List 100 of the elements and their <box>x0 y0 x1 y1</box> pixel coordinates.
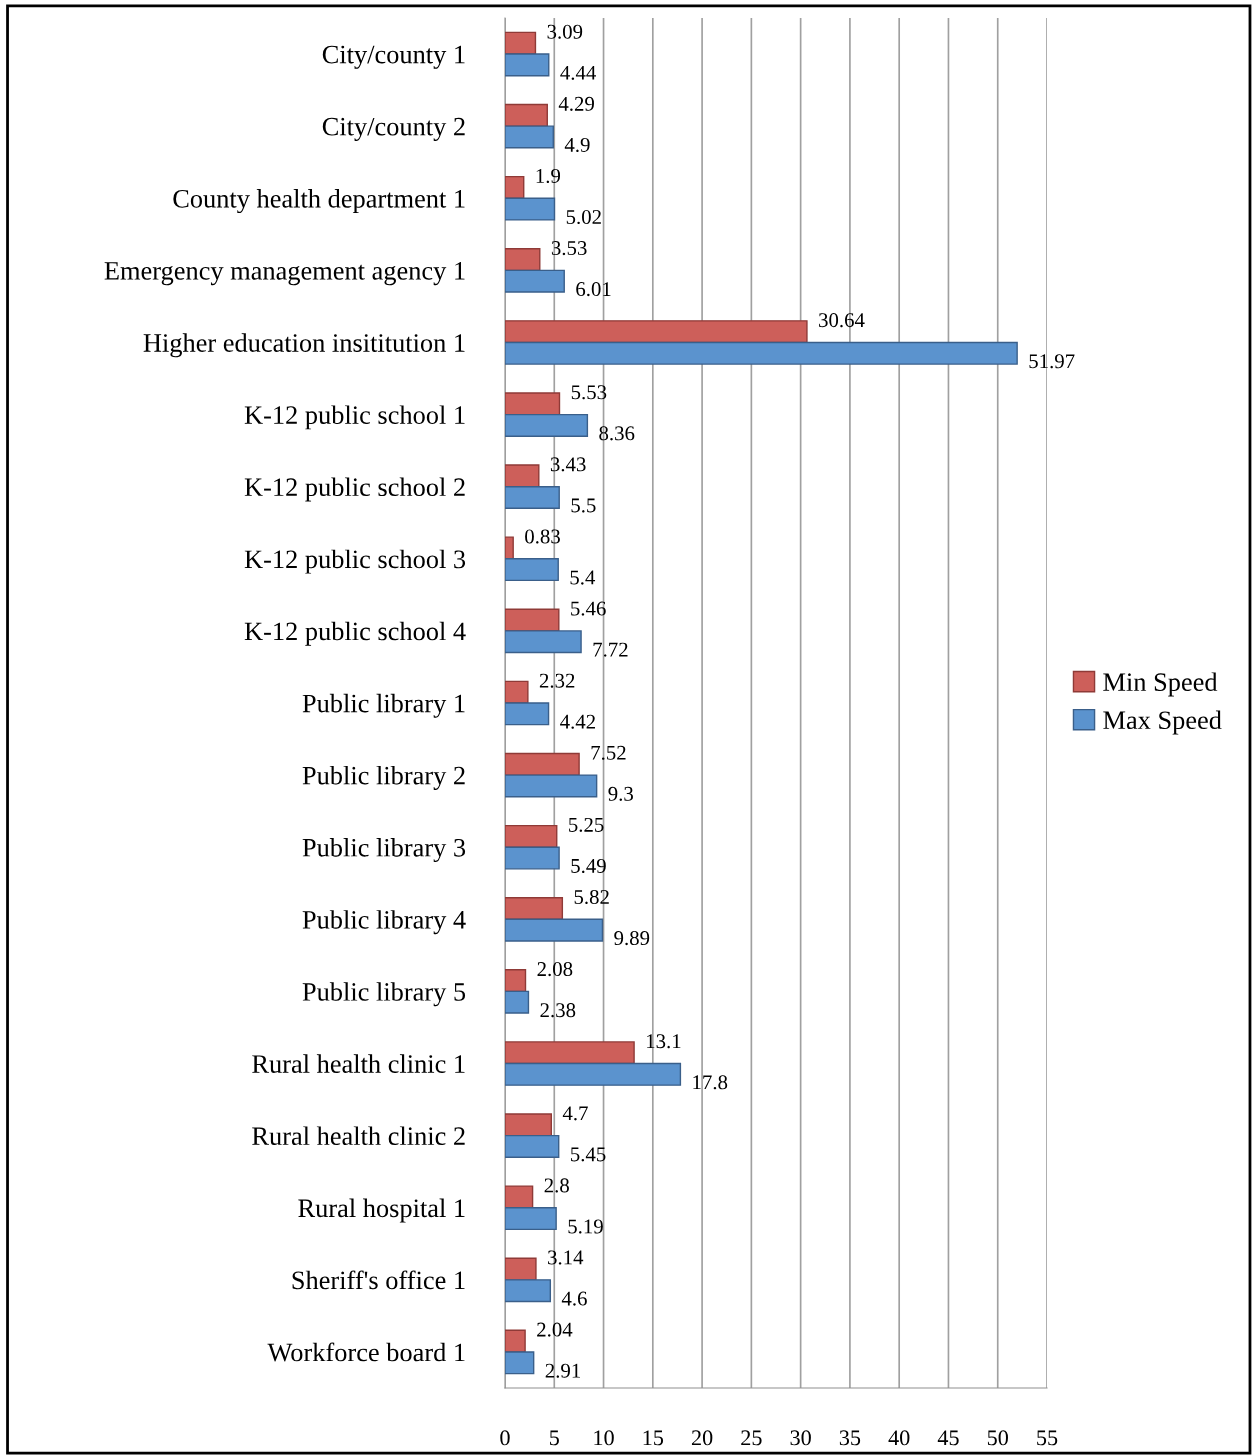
bar <box>505 392 561 416</box>
data-label: 17.8 <box>693 1075 728 1090</box>
bar <box>505 1062 682 1086</box>
bar <box>505 918 604 942</box>
bar <box>505 774 598 798</box>
y-tick-label: Public library 2 <box>302 765 465 790</box>
data-label: 5.02 <box>566 209 601 225</box>
y-tick-label: Higher education insititution 1 <box>143 333 465 358</box>
x-tick-label: 55 <box>1037 1430 1058 1446</box>
data-label: 9.89 <box>614 931 650 946</box>
bar <box>505 1207 557 1231</box>
y-tick-label: City/county 2 <box>322 117 465 141</box>
y-tick-label: K-12 public school 2 <box>244 477 465 502</box>
data-label: 2.32 <box>539 673 575 688</box>
data-label: 2.08 <box>537 962 573 977</box>
bar <box>505 990 530 1014</box>
data-label: 2.04 <box>537 1322 573 1337</box>
bar <box>505 197 556 221</box>
bar <box>505 103 548 127</box>
bar <box>505 702 550 726</box>
bar <box>505 320 808 344</box>
bar <box>505 630 582 654</box>
data-label: 0.83 <box>525 529 560 544</box>
bar <box>505 558 559 582</box>
data-label: 4.29 <box>558 96 594 111</box>
x-tick-label: 40 <box>888 1430 910 1446</box>
x-tick-label: 25 <box>741 1430 762 1446</box>
y-tick-label: Public library 1 <box>302 693 465 718</box>
data-label: 8.36 <box>599 426 635 441</box>
data-label: 4.6 <box>561 1291 587 1306</box>
x-tick-label: 30 <box>790 1430 811 1446</box>
y-tick-label: Rural health clinic 1 <box>252 1054 465 1073</box>
data-label: 3.09 <box>547 24 583 39</box>
y-tick-label: Public library 4 <box>302 910 466 935</box>
x-tick-label: 15 <box>643 1430 664 1446</box>
y-tick-label: City/county 1 <box>322 45 465 69</box>
x-tick-label: 5 <box>550 1430 559 1446</box>
y-tick-label: Public library 5 <box>302 982 466 1007</box>
data-label: 7.52 <box>591 745 626 760</box>
data-label: 5.53 <box>571 385 607 400</box>
bar <box>505 1329 526 1353</box>
data-label: 2.91 <box>545 1363 580 1378</box>
data-label: 4.9 <box>564 137 590 152</box>
data-label: 5.4 <box>570 570 596 585</box>
x-tick-label: 35 <box>839 1430 861 1446</box>
data-label: 2.8 <box>544 1178 569 1193</box>
bar <box>505 1257 537 1281</box>
data-label: 3.14 <box>548 1250 584 1265</box>
bar <box>505 846 560 870</box>
data-label: 5.49 <box>571 858 606 874</box>
bar <box>505 125 554 149</box>
legend-label: Max Speed <box>1103 710 1222 735</box>
data-label: 7.72 <box>593 642 628 657</box>
data-label: 1.9 <box>536 168 561 184</box>
bar <box>505 752 580 776</box>
bar <box>505 341 1018 365</box>
y-tick-label: K-12 public school 1 <box>244 405 465 430</box>
bar <box>505 248 541 272</box>
data-label: 4.44 <box>560 65 596 80</box>
bar <box>505 31 537 55</box>
data-label: 5.19 <box>568 1219 603 1234</box>
data-label: 51.97 <box>1029 354 1075 369</box>
x-tick-label: 45 <box>937 1430 959 1446</box>
bar <box>505 608 560 632</box>
bar <box>505 969 527 993</box>
y-tick-label: Rural hospital 1 <box>298 1198 465 1223</box>
y-tick-label: Public library 3 <box>302 838 466 863</box>
data-label: 5.46 <box>571 601 606 616</box>
y-tick-label: Workforce board 1 <box>267 1342 465 1362</box>
data-label: 4.42 <box>560 714 595 729</box>
data-label: 5.5 <box>571 498 596 513</box>
bar <box>505 1041 635 1065</box>
x-tick-label: 50 <box>987 1430 1008 1446</box>
y-tick-label: Rural health clinic 2 <box>252 1126 465 1146</box>
y-tick-label: Emergency management agency 1 <box>104 262 465 286</box>
bar <box>505 1134 560 1158</box>
data-label: 9.3 <box>608 786 633 801</box>
bar <box>505 896 564 921</box>
y-tick-label: K-12 public school 4 <box>244 621 466 646</box>
data-label: 5.25 <box>569 817 604 832</box>
data-label: 6.01 <box>576 282 611 297</box>
bar <box>505 824 558 848</box>
bar <box>505 536 514 560</box>
data-label: 3.53 <box>551 241 587 256</box>
y-tick-label: Sheriff's office 1 <box>292 1270 465 1290</box>
y-tick-label: K-12 public school 3 <box>244 549 466 574</box>
bar <box>505 1185 534 1209</box>
bar <box>505 53 550 77</box>
bar <box>505 464 540 488</box>
legend-label: Min Speed <box>1103 672 1218 697</box>
x-tick-label: 10 <box>594 1430 614 1446</box>
bar <box>505 1351 535 1375</box>
data-label: 5.82 <box>574 889 609 905</box>
bar <box>505 1279 552 1303</box>
data-label: 13.1 <box>647 1034 681 1049</box>
data-label: 30.64 <box>819 313 865 328</box>
x-tick-label: 0 <box>500 1430 510 1446</box>
data-label: 3.43 <box>550 457 586 472</box>
bar <box>505 269 565 293</box>
data-label: 4.7 <box>562 1106 588 1121</box>
